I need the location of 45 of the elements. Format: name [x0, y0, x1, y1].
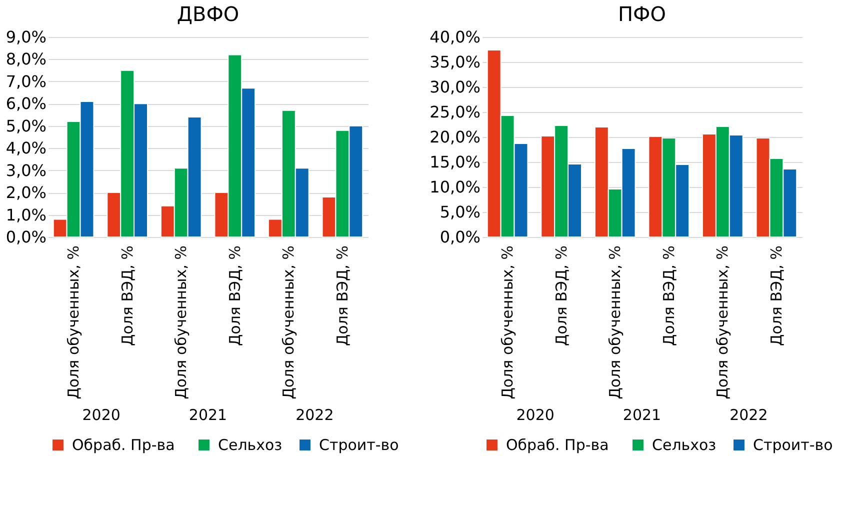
y-tick-label: 5,0% [440, 202, 480, 222]
y-tick-label: 9,0% [6, 28, 46, 46]
x-tick-label: Доля обученных, % [498, 246, 517, 400]
y-tick-label: 0,0% [440, 228, 480, 246]
x-tick-label: Доля обученных, % [714, 246, 732, 400]
y-tick-label: 10,0% [430, 178, 480, 196]
chart-title: ПФО [618, 2, 666, 26]
y-tick-label: 4,0% [6, 138, 46, 158]
y-tick-label: 6,0% [6, 94, 46, 114]
text: 2022 [296, 406, 334, 424]
legend-label: Обраб. Пр-ва [506, 436, 609, 454]
y-tick-label: 0,0% [6, 228, 46, 246]
text: 2021 [622, 406, 662, 424]
y-tick-label: 40,0% [430, 28, 480, 46]
y-tick-label: 20,0% [430, 128, 480, 146]
legend-label: Обраб. Пр-ва [72, 436, 175, 454]
legend-label: Строит-во [319, 436, 399, 454]
legend-label: Сельхоз [652, 436, 716, 454]
x-tick-label: Доля ВЭД, % [226, 246, 244, 346]
x-tick-label: Доля ВЭД, % [118, 246, 136, 346]
x-tick-label: Доля обученных, % [64, 246, 83, 400]
y-tick-label: 5,0% [6, 116, 46, 136]
y-tick-label: 15,0% [430, 152, 480, 172]
x-tick-label: Доля обученных, % [172, 246, 190, 400]
x-tick-label: Доля обученных, % [606, 246, 624, 400]
text: 2020 [82, 406, 120, 424]
x-tick-label: Доля обученных, % [280, 246, 298, 400]
x-tick-label: Доля ВЭД, % [660, 246, 678, 346]
legend-label: Строит-во [753, 436, 833, 454]
chart-title: ДВФО [176, 2, 240, 26]
y-tick-label: 8,0% [6, 50, 46, 69]
text: 2022 [730, 406, 768, 424]
y-tick-label: 30,0% [430, 78, 480, 96]
y-tick-label: 25,0% [430, 102, 480, 122]
x-tick-label: Доля ВЭД, % [767, 246, 786, 346]
x-tick-label: Доля ВЭД, % [552, 246, 570, 346]
y-tick-label: 1,0% [6, 205, 46, 224]
text: 2020 [516, 406, 554, 424]
x-tick-label: Доля ВЭД, % [333, 246, 352, 346]
text: 2021 [188, 406, 228, 424]
y-tick-label: 7,0% [6, 72, 46, 91]
legend-label: Сельхоз [218, 436, 282, 454]
y-tick-label: 3,0% [6, 160, 46, 180]
y-tick-label: 2,0% [6, 183, 46, 202]
y-tick-label: 35,0% [430, 52, 480, 72]
